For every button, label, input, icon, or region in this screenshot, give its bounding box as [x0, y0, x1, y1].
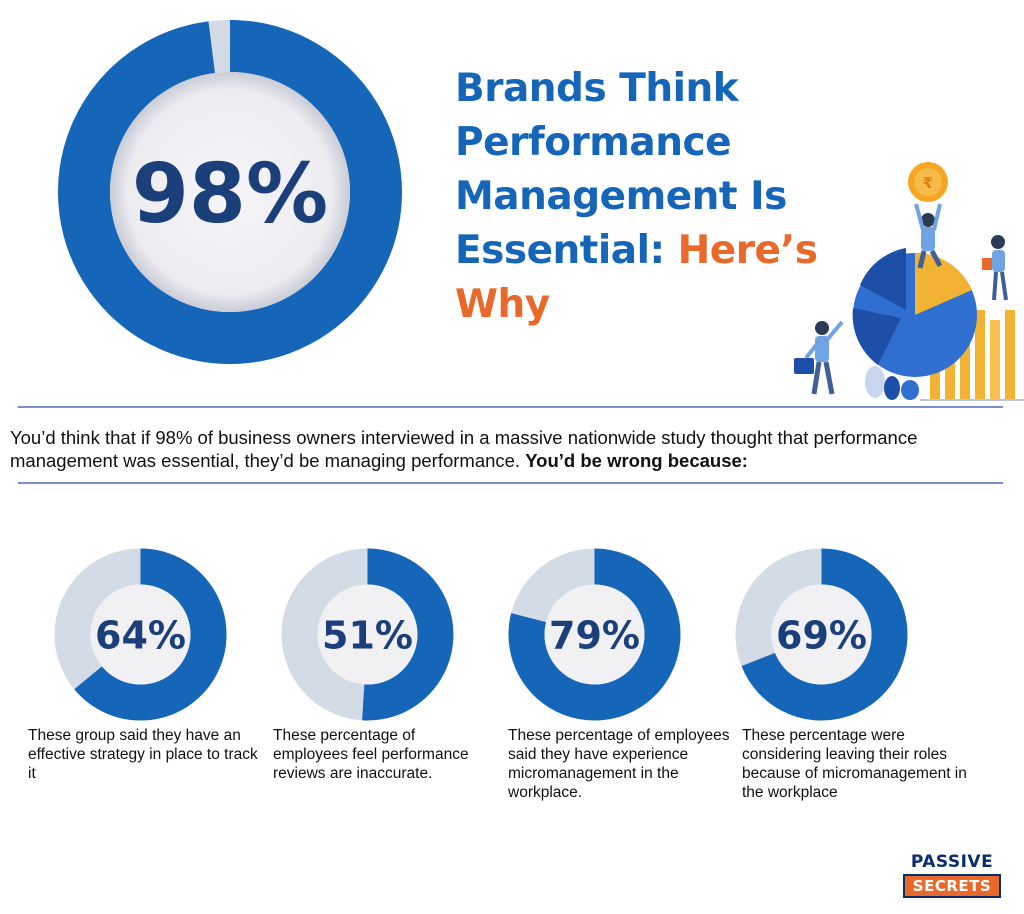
divider-bottom [18, 482, 1003, 484]
donut-center [771, 584, 872, 685]
passive-secrets-logo: PASSIVE SECRETS [903, 852, 1001, 900]
businessman-icon [794, 320, 844, 395]
caption-64: These group said they have an effective … [28, 727, 258, 782]
intro-bold-text: You’d be wrong because: [525, 450, 748, 471]
title-line-2: Performance [455, 120, 732, 165]
bar-chart-icon [920, 310, 1024, 401]
divider-top [18, 406, 1003, 408]
donut-chart-51: 51% [281, 548, 454, 721]
donut-value-arc [74, 548, 227, 721]
title-line-4: Essential: Here’s [455, 224, 875, 278]
donut-label: 79% [549, 614, 640, 658]
donut-center [110, 72, 350, 312]
donut-label: 51% [322, 614, 413, 658]
donut-label: 64% [95, 614, 186, 658]
donut-chart-79: 79% [508, 548, 681, 721]
title-line-5: Why [455, 282, 550, 327]
caption-79: These percentage of employees said they … [508, 727, 730, 801]
donut-chart-69: 69% [735, 548, 908, 721]
coin-icon: ₹ [908, 162, 948, 202]
person-holding-coin-icon [914, 203, 943, 269]
intro-paragraph: You’d think that if 98% of business owne… [10, 426, 1010, 472]
title-line-1: Brands Think [455, 66, 739, 111]
donut-value-arc [741, 548, 908, 721]
donut-center [90, 584, 191, 685]
intro-text: You’d think that if 98% of business owne… [10, 427, 918, 471]
page-title: Brands Think Performance Management Is E… [455, 62, 875, 332]
logo-bottom-text: SECRETS [903, 874, 1001, 898]
title-line-4-orange: Here’s [677, 228, 818, 273]
title-line-4-blue: Essential: [455, 228, 678, 273]
donut-value-arc [508, 548, 681, 721]
donut-chart-64: 64% [54, 548, 227, 721]
donut-center [317, 584, 418, 685]
business-growth-illustration: ₹ [794, 162, 1024, 401]
title-line-3: Management Is [455, 174, 787, 219]
caption-51: These percentage of employees feel perfo… [273, 727, 469, 782]
svg-text:₹: ₹ [923, 174, 933, 192]
donut-main-label: 98% [132, 147, 328, 242]
logo-top-text: PASSIVE [910, 852, 994, 872]
donut-label: 69% [776, 614, 867, 658]
donut-chart-main: 98% [58, 20, 402, 364]
caption-69: These percentage were considering leavin… [742, 727, 967, 801]
donut-center [544, 584, 645, 685]
donut-value-arc [362, 548, 454, 721]
pie-chart-icon [852, 248, 977, 377]
donut-value-arc [58, 20, 402, 364]
woman-icon [982, 235, 1008, 301]
plant-icon [865, 366, 919, 400]
